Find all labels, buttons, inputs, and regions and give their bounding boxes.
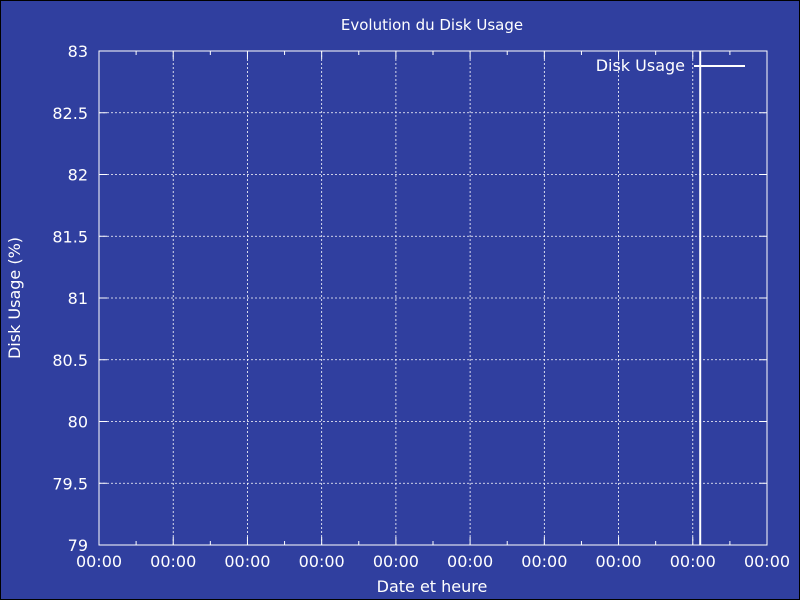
x-tick-label: 00:00 (76, 552, 122, 571)
y-axis-label: Disk Usage (%) (5, 237, 24, 359)
x-tick-label: 00:00 (299, 552, 345, 571)
y-tick-label: 82 (68, 166, 88, 185)
legend: Disk Usage (596, 56, 745, 75)
y-tick-label: 80.5 (52, 351, 88, 370)
x-tick-label: 00:00 (596, 552, 642, 571)
x-axis: 00:00 00:00 00:00 00:00 00:00 00:00 00:00 00:00… (76, 51, 790, 571)
grid (99, 51, 767, 545)
chart-title: Evolution du Disk Usage (341, 16, 523, 34)
y-tick-label: 82.5 (52, 104, 88, 123)
x-tick-label: 00:00 (670, 552, 716, 571)
y-tick-label: 83 (68, 42, 88, 61)
y-tick-label: 81.5 (52, 227, 88, 246)
y-tick-label: 81 (68, 289, 88, 308)
legend-label: Disk Usage (596, 56, 685, 75)
x-axis-label: Date et heure (377, 577, 488, 596)
x-tick-label: 00:00 (447, 552, 493, 571)
x-tick-label: 00:00 (521, 552, 567, 571)
y-tick-label: 80 (68, 413, 88, 432)
x-tick-label: 00:00 (373, 552, 419, 571)
y-axis: 79 79.5 80 80.5 81 81.5 82 82.5 83 (52, 42, 767, 555)
x-tick-label: 00:00 (744, 552, 790, 571)
x-tick-label: 00:00 (150, 552, 196, 571)
y-tick-label: 79 (68, 536, 88, 555)
y-tick-label: 79.5 (52, 474, 88, 493)
x-tick-label: 00:00 (224, 552, 270, 571)
